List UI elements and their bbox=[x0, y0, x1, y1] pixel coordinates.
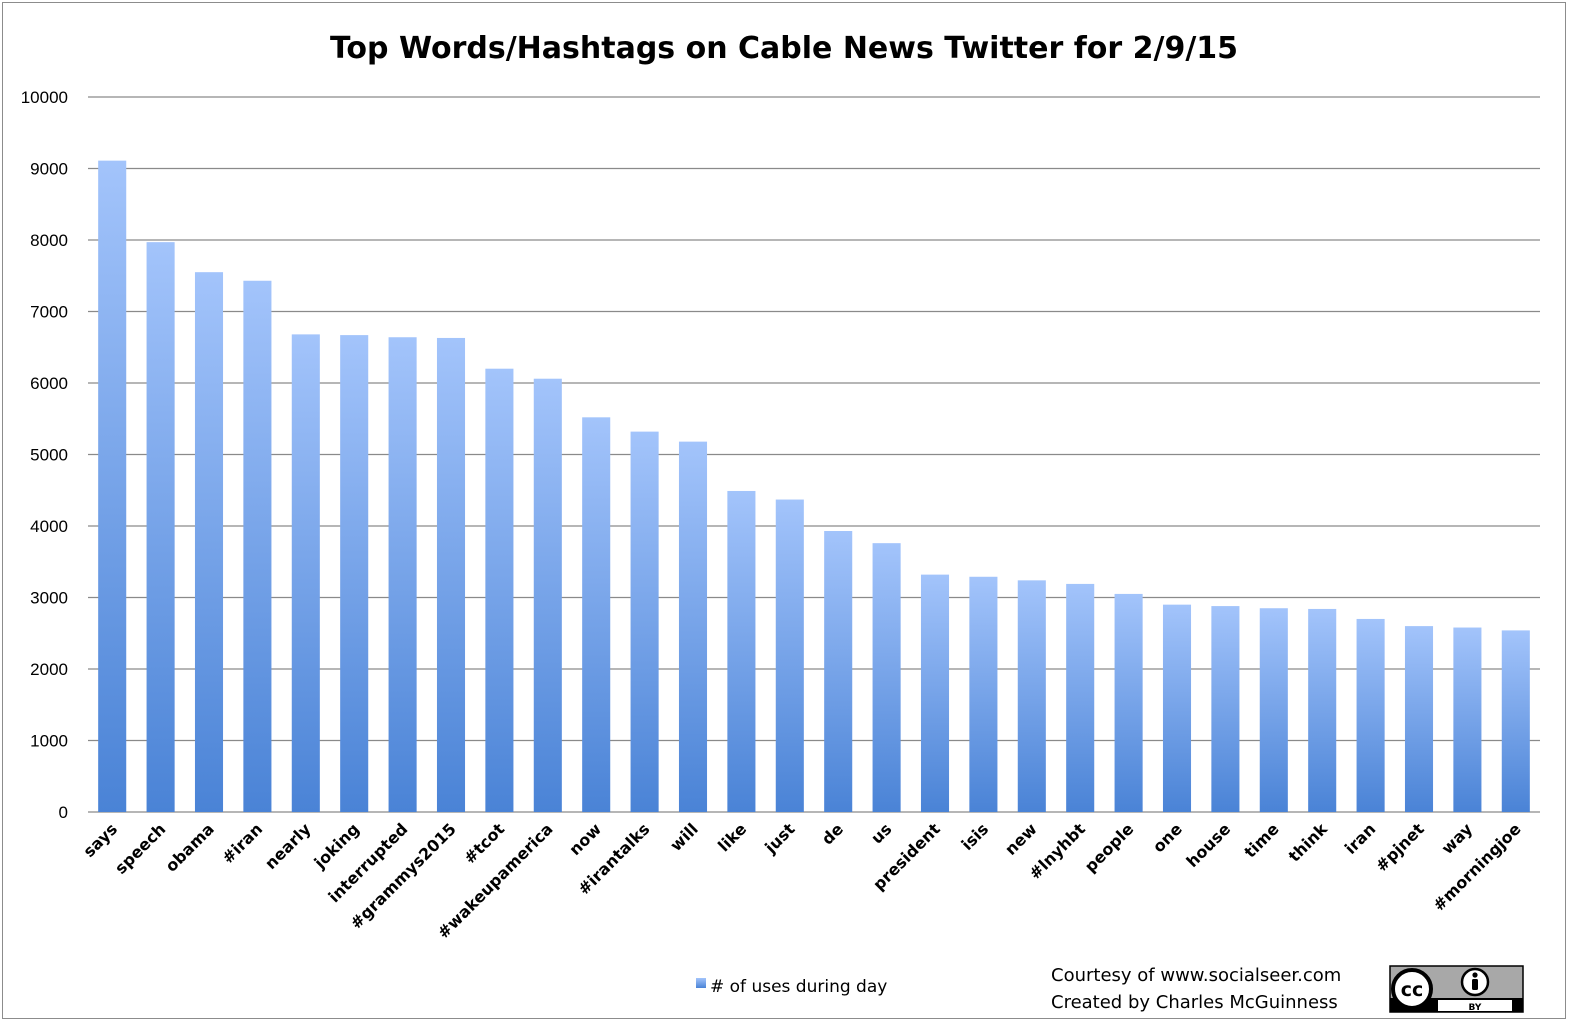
y-tick-label: 0 bbox=[59, 803, 68, 822]
x-tick-label: way bbox=[1438, 819, 1477, 858]
bar-says bbox=[98, 160, 127, 812]
bar-speech bbox=[146, 242, 175, 812]
legend-label: # of uses during day bbox=[710, 977, 887, 997]
bar-house bbox=[1211, 606, 1240, 812]
x-tick-label: us bbox=[867, 819, 895, 847]
bar-one bbox=[1162, 604, 1192, 812]
bar-iran bbox=[1356, 618, 1385, 812]
x-tick-label: nearly bbox=[261, 819, 315, 873]
bar-time bbox=[1259, 608, 1288, 812]
x-tick-label: house bbox=[1182, 819, 1234, 871]
y-tick-label: 9000 bbox=[30, 160, 68, 179]
y-tick-label: 4000 bbox=[30, 517, 68, 536]
bar-just bbox=[775, 499, 804, 812]
credits: Courtesy of www.socialseer.com Created b… bbox=[1051, 965, 1341, 1013]
x-tick-label: time bbox=[1240, 819, 1282, 861]
y-tick-label: 6000 bbox=[30, 374, 68, 393]
bar-tcot bbox=[485, 368, 514, 812]
x-tick-label: people bbox=[1081, 819, 1138, 876]
x-tick-label: will bbox=[666, 819, 702, 855]
cc-text: cc bbox=[1401, 979, 1424, 1001]
y-tick-label: 1000 bbox=[30, 732, 68, 751]
bar-people bbox=[1114, 593, 1143, 812]
x-tick-label: de bbox=[818, 819, 847, 848]
bar-irantalks bbox=[630, 431, 659, 812]
x-tick-label: speech bbox=[111, 819, 169, 877]
bar-wakeupamerica bbox=[533, 378, 562, 812]
bar-president bbox=[920, 574, 950, 812]
bar-new bbox=[1017, 580, 1046, 812]
x-tick-label: new bbox=[1001, 819, 1041, 859]
bar-grammys2015 bbox=[436, 337, 466, 812]
bar-think bbox=[1308, 608, 1337, 812]
y-tick-label: 7000 bbox=[30, 303, 68, 322]
bar-us bbox=[872, 543, 901, 812]
chart-title: Top Words/Hashtags on Cable News Twitter… bbox=[330, 31, 1238, 66]
x-tick-label: says bbox=[79, 819, 121, 861]
credit-line-1: Courtesy of www.socialseer.com bbox=[1051, 965, 1341, 986]
bar-pjnet bbox=[1404, 626, 1434, 812]
bar-morningjoe bbox=[1501, 630, 1530, 812]
bar-way bbox=[1453, 627, 1482, 812]
y-tick-label: 2000 bbox=[30, 660, 68, 679]
y-tick-label: 3000 bbox=[30, 589, 68, 608]
x-tick-label: iran bbox=[1341, 819, 1380, 858]
bar-interrupted bbox=[388, 337, 417, 812]
bar-like bbox=[727, 490, 756, 812]
bar-nearly bbox=[291, 334, 320, 812]
legend-swatch bbox=[696, 978, 706, 988]
x-tick-label: #morningjoe bbox=[1429, 819, 1525, 915]
x-tick-label: now bbox=[565, 819, 605, 859]
bar-now bbox=[582, 417, 611, 812]
bar-will bbox=[678, 441, 708, 812]
y-axis-ticks: 0 1000 2000 3000 4000 5000 6000 7000 8000 9000 100… bbox=[21, 88, 68, 822]
y-tick-label: 8000 bbox=[30, 231, 68, 250]
bar-obama bbox=[194, 272, 224, 812]
by-person-body bbox=[1472, 979, 1478, 990]
x-tick-label: think bbox=[1285, 819, 1332, 866]
bars bbox=[98, 160, 1530, 812]
y-tick-label: 10000 bbox=[21, 88, 68, 107]
x-tick-label: obama bbox=[161, 819, 217, 875]
by-text: BY bbox=[1469, 1003, 1482, 1013]
credit-line-2: Created by Charles McGuinness bbox=[1051, 992, 1338, 1013]
y-tick-label: 5000 bbox=[30, 446, 68, 465]
bar-isis bbox=[969, 576, 998, 812]
by-text-box bbox=[1438, 1000, 1512, 1011]
cc-by-icon: cc BY bbox=[1389, 965, 1524, 1013]
x-tick-label: #pjnet bbox=[1372, 819, 1428, 875]
gridlines bbox=[88, 96, 1540, 813]
x-tick-label: #iran bbox=[218, 819, 266, 867]
x-tick-label: like bbox=[714, 819, 750, 855]
x-tick-label: isis bbox=[958, 819, 993, 854]
by-person-head bbox=[1472, 972, 1478, 978]
bar-de bbox=[824, 531, 853, 812]
bar-iran bbox=[243, 280, 272, 812]
x-tick-label: one bbox=[1149, 819, 1186, 856]
legend: # of uses during day bbox=[696, 977, 887, 997]
bar-joking bbox=[340, 335, 369, 812]
bar-lnyhbt bbox=[1066, 583, 1095, 812]
cc-circle bbox=[1391, 968, 1433, 1010]
x-tick-label: just bbox=[760, 819, 798, 857]
